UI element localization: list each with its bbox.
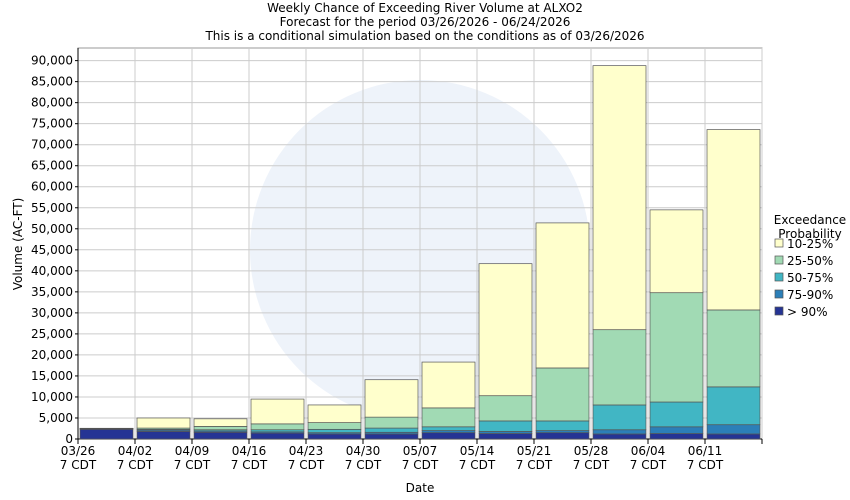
y-tick-label: 30,000: [31, 306, 73, 320]
bar-segment: [250, 423, 305, 431]
bar-segment: [592, 429, 647, 435]
y-tick-label: 0: [65, 432, 73, 446]
legend-title: Exceedance Probability: [773, 213, 847, 241]
bar-segment: [250, 398, 305, 425]
x-tick-label: 06/04 7 CDT: [629, 444, 667, 472]
x-tick-label: 04/23 7 CDT: [287, 444, 325, 472]
legend-swatch: [774, 272, 784, 282]
legend-swatch: [774, 306, 784, 316]
bar-segment: [364, 433, 419, 440]
x-tick-label: 04/02 7 CDT: [116, 444, 154, 472]
bar-segment: [706, 129, 761, 311]
bar-segment: [364, 416, 419, 429]
y-tick-label: 85,000: [31, 75, 73, 89]
legend-swatch: [774, 238, 784, 248]
legend-label: 25-50%: [787, 254, 833, 268]
bar-segment: [535, 367, 590, 422]
legend-label: > 90%: [787, 305, 828, 319]
bar-segment: [592, 65, 647, 331]
x-tick-label: 05/21 7 CDT: [515, 444, 553, 472]
x-tick-label: 05/14 7 CDT: [458, 444, 496, 472]
y-axis-label: Volume (AC-FT): [11, 198, 25, 291]
x-tick-label: 04/09 7 CDT: [173, 444, 211, 472]
y-tick-label: 35,000: [31, 285, 73, 299]
bar-segment: [478, 263, 533, 397]
bar-segment: [706, 433, 761, 440]
x-tick-label: 05/07 7 CDT: [401, 444, 439, 472]
x-axis-label: Date: [406, 481, 435, 495]
y-tick-label: 70,000: [31, 138, 73, 152]
bar-segment: [706, 309, 761, 388]
bar-segment: [649, 292, 704, 403]
bar-segment: [421, 361, 476, 409]
bar-segment: [649, 433, 704, 440]
y-tick-label: 10,000: [31, 390, 73, 404]
bar-segment: [364, 379, 419, 418]
bar-segment: [307, 404, 362, 423]
y-tick-label: 5,000: [39, 411, 73, 425]
bar-segment: [706, 424, 761, 435]
x-tick-label: 03/26 7 CDT: [59, 444, 97, 472]
bar-segment: [307, 422, 362, 430]
x-tick-label: 04/30 7 CDT: [344, 444, 382, 472]
y-tick-label: 80,000: [31, 96, 73, 110]
bar-segment: [193, 426, 248, 431]
y-tick-label: 25,000: [31, 327, 73, 341]
bar-segment: [136, 431, 191, 440]
y-tick-label: 60,000: [31, 180, 73, 194]
bar-segment: [649, 209, 704, 294]
bar-segment: [478, 433, 533, 440]
bar-segment: [250, 432, 305, 440]
bar-segment: [706, 386, 761, 426]
bar-segment: [136, 417, 191, 429]
y-tick-label: 55,000: [31, 201, 73, 215]
bar-segment: [193, 418, 248, 427]
legend-label: 10-25%: [787, 237, 833, 251]
y-tick-label: 45,000: [31, 243, 73, 257]
bar-segment: [535, 432, 590, 440]
y-tick-label: 75,000: [31, 117, 73, 131]
y-tick-label: 20,000: [31, 348, 73, 362]
y-tick-label: 90,000: [31, 54, 73, 68]
legend-label: 50-75%: [787, 271, 833, 285]
bar-segment: [79, 428, 134, 440]
bar-segment: [478, 395, 533, 422]
bar-segment: [307, 428, 362, 434]
bar-segment: [421, 407, 476, 428]
x-tick-label: 06/11 7 CDT: [686, 444, 724, 472]
y-tick-label: 50,000: [31, 222, 73, 236]
x-tick-label: 04/16 7 CDT: [230, 444, 268, 472]
bar-segment: [592, 329, 647, 406]
bar-segment: [649, 426, 704, 434]
x-tick-label: 05/28 7 CDT: [572, 444, 610, 472]
y-tick-label: 40,000: [31, 264, 73, 278]
bar-segment: [307, 433, 362, 440]
bar-segment: [649, 401, 704, 428]
bar-segment: [364, 427, 419, 433]
bar-segment: [535, 222, 590, 369]
bar-segment: [592, 433, 647, 440]
bar-segment: [421, 426, 476, 431]
legend-swatch: [774, 255, 784, 265]
legend-swatch: [774, 289, 784, 299]
chart-title: Weekly Chance of Exceeding River Volume …: [267, 1, 583, 15]
bar-segment: [193, 431, 248, 440]
chart-subtitle: Forecast for the period 03/26/2026 - 06/…: [280, 15, 571, 29]
legend-label: 75-90%: [787, 288, 833, 302]
bar-segment: [478, 420, 533, 432]
y-tick-label: 15,000: [31, 369, 73, 383]
y-tick-label: 65,000: [31, 159, 73, 173]
bar-segment: [535, 420, 590, 431]
bar-segment: [592, 404, 647, 431]
bar-segment: [421, 432, 476, 440]
chart-note: This is a conditional simulation based o…: [204, 29, 644, 43]
